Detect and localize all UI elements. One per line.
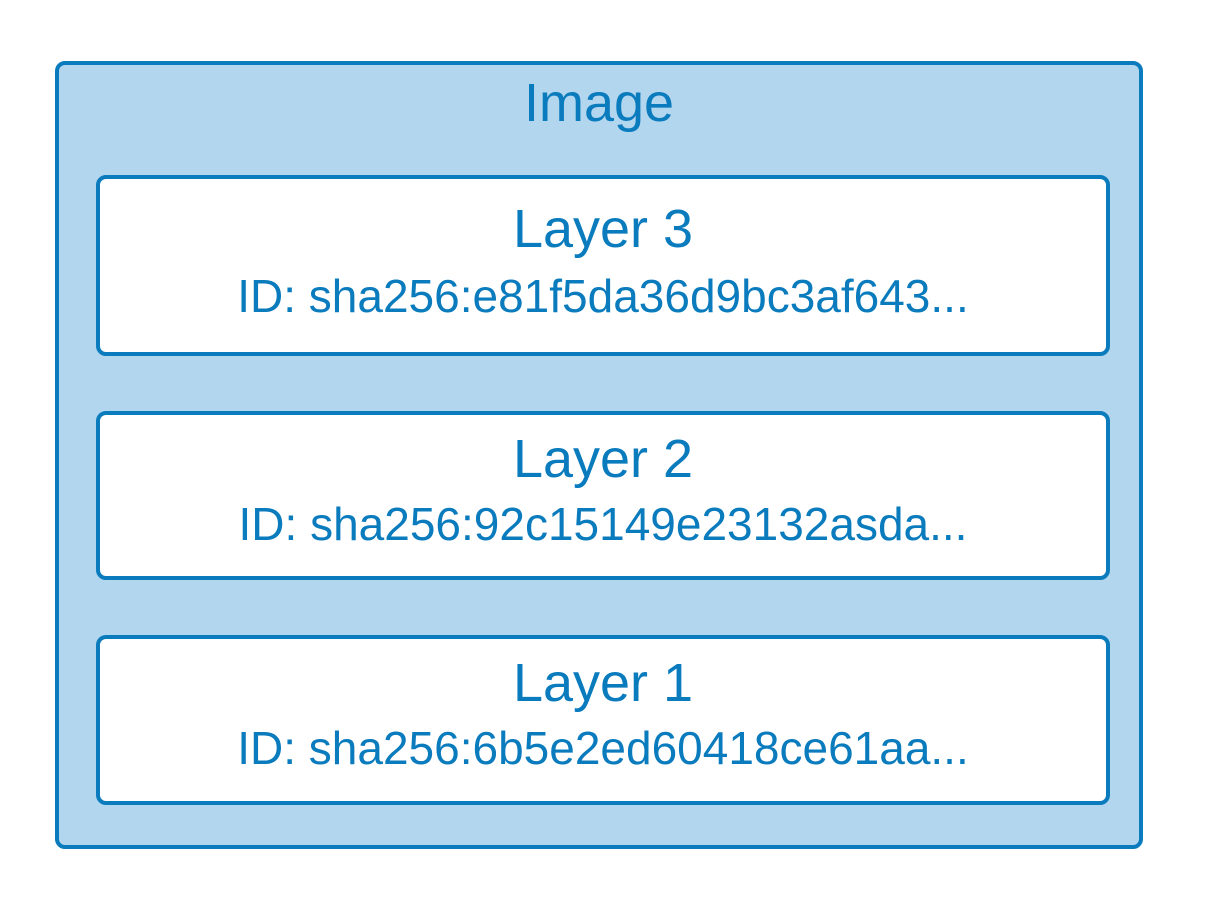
layer-name: Layer 2 [512,429,694,489]
layer-id: ID: sha256:92c15149e23132asda... [238,498,968,550]
layer-name: Layer 3 [512,199,694,259]
image-title: Image [523,73,675,133]
layer-box-1: Layer 1 ID: sha256:6b5e2ed60418ce61aa... [96,635,1110,805]
layer-id: ID: sha256:6b5e2ed60418ce61aa... [237,722,969,774]
layer-id: ID: sha256:e81f5da36d9bc3af643... [237,270,969,322]
layer-name: Layer 1 [512,653,694,713]
image-container: Image Layer 3 ID: sha256:e81f5da36d9bc3a… [55,61,1143,849]
layer-box-3: Layer 3 ID: sha256:e81f5da36d9bc3af643..… [96,175,1110,356]
layer-box-2: Layer 2 ID: sha256:92c15149e23132asda... [96,411,1110,580]
